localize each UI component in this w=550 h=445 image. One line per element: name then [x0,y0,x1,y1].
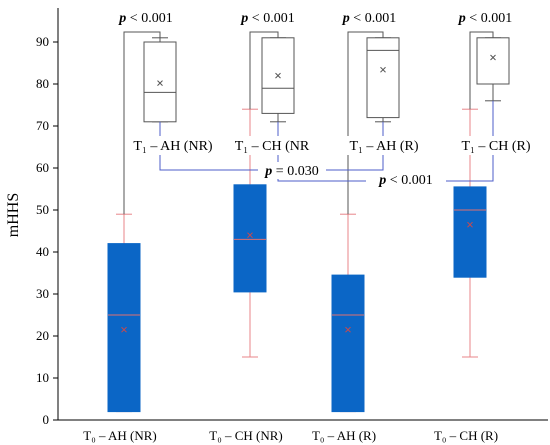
pvalue-mid-label: p = 0.030 [264,164,318,179]
x-category-label: T₀ – CH (R) [434,428,498,443]
t1-2-mean-marker [275,72,281,79]
t0-2-box [233,184,267,293]
pvalue-italic-p: p [118,11,126,26]
pvalue-top-value: < 0.001 [248,11,294,26]
pvalue-mid-value: < 0.001 [386,173,432,188]
t1-group-label: T₁ – AH (R) [349,139,418,154]
y-axis-title: mHHS [5,193,22,237]
y-tick-label: 80 [36,76,49,91]
t1-group-label: T₁ – CH (R) [461,139,530,154]
pvalue-top-label: p < 0.001 [240,11,294,26]
t1-group-label: T₁ – CH (NR [235,139,310,154]
t1-3-mean-marker [380,66,386,73]
pvalue-top-value: < 0.001 [466,11,512,26]
pvalue-top-label: p < 0.001 [458,11,512,26]
pvalue-italic-p: p [240,11,248,26]
comparison-bracket [123,31,161,215]
t1-label-bg [125,136,221,155]
y-tick-label: 20 [36,328,49,343]
pvalue-mid-bg [258,162,326,179]
x-category-label: T₀ – AH (R) [312,428,376,443]
y-tick-label: 60 [36,160,49,175]
pvalue-mid-label: p < 0.001 [378,173,432,188]
t0-1-mean-marker [121,326,127,333]
y-tick-label: 40 [36,244,49,259]
pvalue-mid-bg [366,171,446,188]
y-tick-label: 70 [36,118,49,133]
boxes-layer [107,37,510,413]
pvalue-mid-value: = 0.030 [272,164,318,179]
comparison-bracket [347,31,384,215]
t1-label-bg [448,136,544,155]
y-tick-label: 50 [36,202,49,217]
t1-group-label: T₁ – AH (NR) [133,139,212,154]
t1-1-box [143,41,177,123]
t0-4-box [453,186,487,278]
pvalue-italic-p: p [458,11,466,26]
pvalue-italic-p: p [378,173,386,188]
y-tick-label: 30 [36,286,49,301]
axes-layer [53,8,548,421]
t1-1-mean-marker [157,80,163,87]
t1-label-bg [224,136,320,155]
pvalue-top-value: < 0.001 [126,11,172,26]
pvalue-italic-p: p [342,11,350,26]
t1-3-box [366,37,400,119]
t1-label-bg [336,136,432,155]
x-category-label: T₀ – CH (NR) [209,428,283,443]
pvalue-top-label: p < 0.001 [118,11,172,26]
t0-4-mean-marker [467,221,473,228]
comparison-bracket [249,31,279,110]
t1-4-mean-marker [490,54,496,61]
x-category-label: T₀ – AH (NR) [83,428,157,443]
t0-1-box [107,243,141,413]
t0-2-mean-marker [247,232,253,239]
t0-3-box [331,274,365,413]
comparison-bracket [469,31,494,110]
t0-3-mean-marker [345,326,351,333]
pvalue-top-label: p < 0.001 [342,11,396,26]
y-tick-label: 10 [36,370,49,385]
y-tick-label: 90 [36,34,49,49]
pvalue-top-value: < 0.001 [350,11,396,26]
pvalue-italic-p: p [264,164,272,179]
t1-4-box [476,37,510,85]
y-tick-label: 0 [43,412,50,427]
